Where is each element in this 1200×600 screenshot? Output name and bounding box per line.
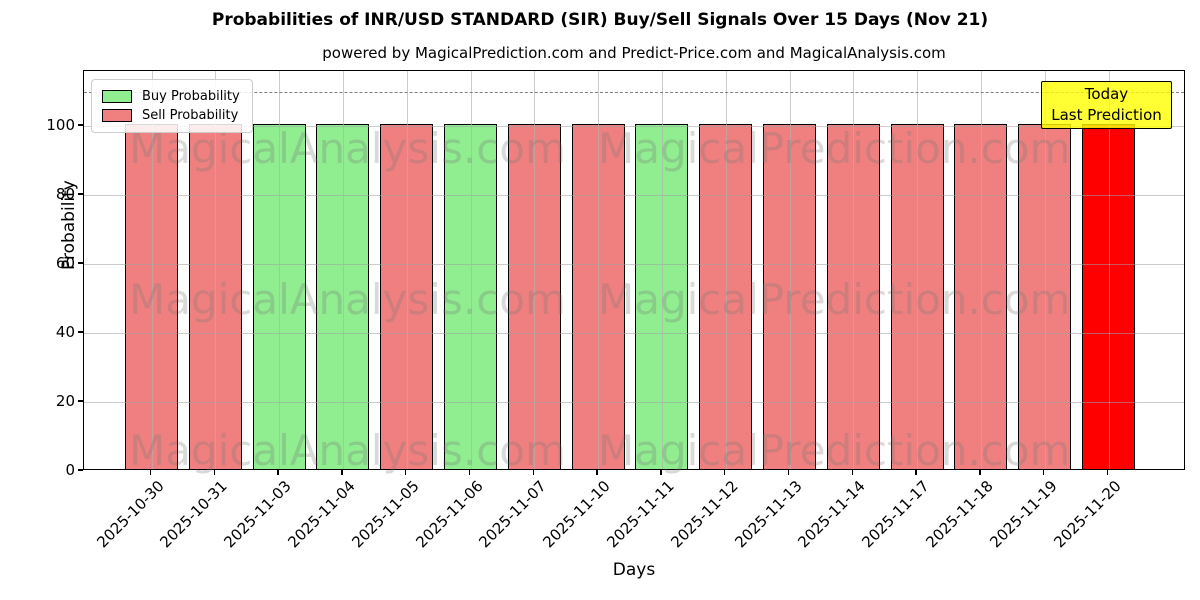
y-tick-label-0: 0 [65,460,75,479]
x-tick-mark [468,470,471,475]
x-tick-mark [660,470,662,475]
today-annotation-line: Today [1084,85,1129,103]
watermark-text: MagicalPrediction.com [598,124,1071,173]
legend-label: Sell Probability [142,108,239,123]
grid-line-v-2025-10-31 [215,71,217,469]
x-tick-mark [1043,470,1045,475]
chart-title: Probabilities of INR/USD STANDARD (SIR) … [211,10,989,30]
x-axis-label: Days [612,560,656,580]
x-tick-label-2025-11-12: 2025-11-12 [667,477,742,552]
y-tick-label-80: 80 [55,184,75,203]
grid-line-v-2025-11-20 [1108,71,1110,469]
x-tick-label-2025-10-31: 2025-10-31 [156,477,232,552]
y-tick-mark [78,124,83,126]
chart-subtitle: powered by MagicalPrediction.com and Pre… [322,44,946,62]
x-tick-mark [979,470,981,475]
plot-area: MagicalAnalysis.com MagicalPrediction.com… [83,70,1185,475]
dashed-guide-line [84,91,1184,93]
x-tick-mark [213,470,215,475]
x-tick-label-2025-11-10: 2025-11-10 [539,477,614,552]
x-tick-label-2025-11-03: 2025-11-03 [220,477,295,552]
grid-line-v-2025-11-12 [725,71,727,469]
today-annotation: Today Last Prediction [1041,81,1172,129]
grid-line-v-2025-11-18 [980,71,982,469]
y-tick-mark [78,331,83,333]
grid-line-v-2025-10-30 [151,71,153,469]
x-tick-mark [1106,470,1109,475]
y-tick-mark [78,262,83,264]
x-tick-mark [149,470,152,475]
x-tick-mark [787,470,790,475]
y-tick-label-40: 40 [55,322,75,341]
x-tick-label-2025-11-05: 2025-11-05 [348,477,423,552]
legend-swatch-icon [102,109,132,122]
grid-line-v-2025-11-05 [406,71,408,469]
grid-line-h-80 [84,195,1184,197]
today-annotation-line: Last Prediction [1051,106,1162,124]
grid-line-h-20 [84,402,1184,404]
x-tick-label-2025-11-07: 2025-11-07 [475,477,551,552]
x-tick-mark [405,470,407,475]
grid-line-h-60 [84,264,1184,266]
grid-line-v-2025-11-19 [1044,71,1046,469]
grid-line-v-2025-11-13 [789,71,791,469]
legend-item-sell: Sell Probability [102,106,240,125]
x-tick-label-2025-11-11: 2025-11-11 [603,477,678,552]
x-tick-mark [851,470,853,475]
y-tick-label-60: 60 [55,253,75,272]
legend-swatch-icon [102,90,132,103]
grid-line-v-2025-11-04 [342,71,344,469]
legend-label: Buy Probability [142,89,240,104]
grid-line-v-2025-11-07 [534,71,536,469]
watermark-text: MagicalAnalysis.com [129,124,566,173]
x-tick-mark [724,470,726,475]
x-tick-label-2025-11-04: 2025-11-04 [284,477,359,552]
x-tick-label-2025-11-13: 2025-11-13 [730,477,806,552]
x-tick-mark [341,470,343,475]
x-tick-mark [532,470,534,475]
x-tick-label-2025-11-06: 2025-11-06 [411,477,487,552]
watermark-text: MagicalAnalysis.com [129,426,566,475]
x-tick-mark [277,470,279,475]
grid-line-v-2025-11-10 [598,71,600,469]
x-tick-label-2025-11-18: 2025-11-18 [922,477,997,552]
x-tick-label-2025-10-30: 2025-10-30 [92,477,168,552]
x-tick-label-2025-11-19: 2025-11-19 [986,477,1061,552]
legend: Buy Probability Sell Probability [91,79,253,133]
x-tick-mark [596,470,598,475]
watermark-text: MagicalAnalysis.com [129,275,566,324]
y-tick-mark [78,193,83,195]
grid-line-v-2025-11-03 [279,71,281,469]
x-tick-label-2025-11-20: 2025-11-20 [1049,477,1125,552]
watermark-text: MagicalPrediction.com [598,426,1071,475]
grid-line-v-2025-11-17 [917,71,919,469]
y-tick-label-20: 20 [55,391,75,410]
legend-item-buy: Buy Probability [102,87,240,106]
y-tick-mark [78,400,83,402]
x-tick-label-2025-11-17: 2025-11-17 [858,477,933,552]
grid-line-h-100 [84,126,1184,128]
grid-line-v-2025-11-06 [470,71,472,469]
x-tick-label-2025-11-14: 2025-11-14 [794,477,870,552]
y-tick-label-100: 100 [46,115,75,134]
watermark-text: MagicalPrediction.com [598,275,1071,324]
grid-line-v-2025-11-11 [661,71,663,469]
grid-line-h-40 [84,333,1184,335]
x-tick-mark [915,470,917,475]
grid-line-v-2025-11-14 [853,71,855,469]
y-tick-mark [78,469,83,471]
